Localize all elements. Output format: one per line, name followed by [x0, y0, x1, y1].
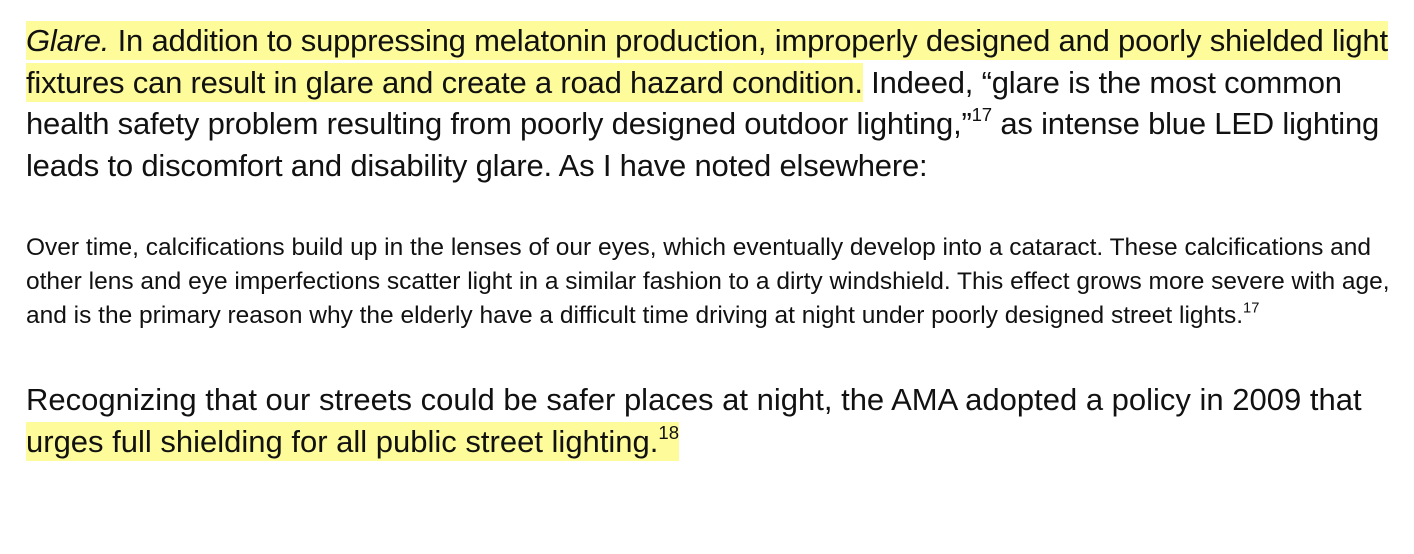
section-lead-italic: Glare. [26, 23, 110, 58]
document-page: Glare. In addition to suppressing melato… [26, 20, 1396, 463]
footnote-ref: 17 [1243, 300, 1260, 317]
paragraph-glare: Glare. In addition to suppressing melato… [26, 20, 1396, 186]
block-quote-text: Over time, calcifications build up in th… [26, 234, 1390, 329]
paragraph-text: as intense blue LED lighting leads to di… [26, 106, 1380, 183]
paragraph-text: Recognizing that our streets could be sa… [26, 382, 1362, 417]
paragraph-ama-policy: Recognizing that our streets could be sa… [26, 379, 1396, 463]
highlighted-passage: urges full shielding for all public stre… [26, 421, 680, 461]
paragraph-text: Indeed, “glare is the most common health… [26, 64, 1342, 142]
highlighted-text: In addition to suppressing melatonin pro… [26, 23, 1388, 100]
footnote-ref: 18 [658, 421, 680, 443]
block-quote: Over time, calcifications build up in th… [26, 231, 1396, 333]
footnote-ref: 17 [971, 103, 992, 125]
highlighted-text: urges full shielding for all public stre… [26, 424, 659, 459]
